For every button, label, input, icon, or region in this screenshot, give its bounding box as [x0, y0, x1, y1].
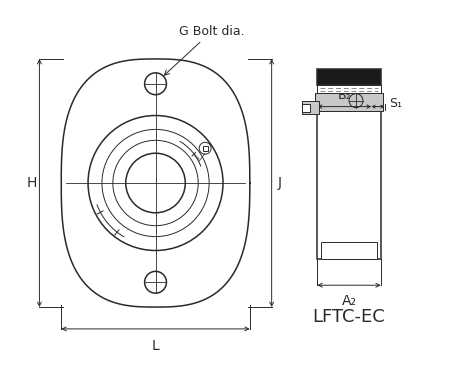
Bar	[302, 100, 320, 114]
Text: L: L	[152, 339, 159, 353]
Text: B₂: B₂	[338, 89, 351, 102]
Text: LFTC-EC: LFTC-EC	[313, 308, 386, 326]
Bar	[315, 93, 383, 110]
Bar	[317, 69, 381, 85]
Bar	[317, 110, 381, 259]
Text: G Bolt dia.: G Bolt dia.	[164, 25, 245, 75]
Bar	[302, 104, 310, 112]
Bar	[321, 241, 377, 259]
Text: H: H	[26, 176, 36, 190]
Text: S₁: S₁	[389, 97, 402, 110]
Text: A₂: A₂	[342, 294, 356, 308]
Text: J: J	[278, 176, 282, 190]
Text: T: T	[192, 152, 203, 163]
Bar	[317, 85, 381, 93]
Bar	[202, 146, 207, 151]
